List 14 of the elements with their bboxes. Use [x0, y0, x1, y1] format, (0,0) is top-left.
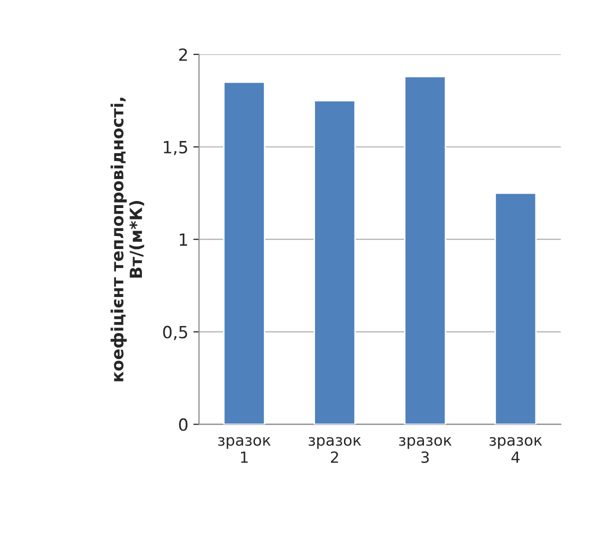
- bar: [223, 81, 266, 424]
- bar: [404, 76, 446, 424]
- x-tick-label: зразок 3: [399, 437, 452, 463]
- y-tick-label: 2: [179, 48, 187, 61]
- x-tick-label: зразок 1: [218, 437, 271, 463]
- y-axis-title: коефіцієнт теплопровідності, Вт/(м*К): [110, 98, 144, 382]
- x-tick-label: зразок 4: [490, 437, 542, 463]
- y-tick-label: 0: [179, 418, 188, 431]
- y-tick-label: 0,5: [163, 326, 188, 340]
- y-tick-label: 1,5: [164, 141, 188, 156]
- y-tick-label: 1: [180, 234, 188, 246]
- x-tick-label: зразок 2: [308, 437, 362, 463]
- bar: [314, 100, 356, 424]
- bar: [494, 192, 537, 424]
